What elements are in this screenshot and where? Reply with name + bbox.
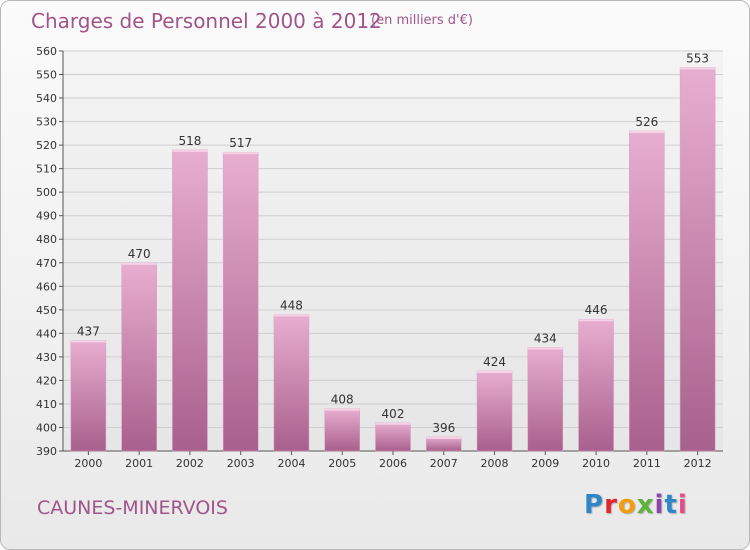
bar-2002 (172, 149, 208, 452)
y-tick-label: 410 (36, 398, 57, 411)
x-tick-label-2001: 2001 (125, 457, 153, 470)
bar-highlight-2005 (324, 408, 360, 411)
logo-letter: o (617, 490, 637, 520)
x-tick-label-2006: 2006 (379, 457, 407, 470)
y-tick-label: 490 (36, 210, 57, 223)
value-label-2002: 518 (178, 134, 201, 148)
bar-highlight-2012 (680, 67, 716, 70)
y-tick-label: 520 (36, 139, 57, 152)
bar-2009 (527, 347, 564, 452)
bar-2000 (70, 340, 107, 452)
town-name: CAUNES-MINERVOIS (37, 497, 228, 519)
value-label-2004: 448 (280, 299, 303, 313)
bar-layer (70, 67, 716, 452)
y-tick-label: 540 (36, 92, 57, 105)
bar-highlight-2011 (629, 131, 665, 133)
bar-2004 (273, 314, 310, 452)
value-label-2008: 424 (483, 355, 506, 369)
bar-highlight-2010 (578, 319, 614, 322)
y-tick-label: 550 (36, 69, 57, 82)
value-label-2003: 517 (229, 136, 252, 150)
bar-2005 (324, 408, 360, 452)
bar-2011 (629, 130, 665, 452)
bar-2006 (375, 422, 411, 452)
y-tick-label: 470 (36, 257, 57, 270)
proxiti-logo: Proxiti (584, 490, 688, 520)
x-tick-label-2007: 2007 (430, 457, 458, 470)
x-tick-label-2005: 2005 (328, 457, 356, 470)
y-tick-label: 440 (36, 327, 57, 340)
x-tick-label-2003: 2003 (227, 457, 255, 470)
y-tick-label: 450 (36, 304, 57, 317)
chart-title: Charges de Personnel 2000 à 2012 (31, 9, 382, 33)
bar-2008 (476, 370, 513, 452)
y-tick-label: 400 (36, 421, 57, 434)
x-tick-label-2000: 2000 (74, 457, 102, 470)
bar-2007 (426, 436, 462, 452)
logo-letter: i (677, 490, 688, 520)
value-label-2012: 553 (686, 51, 709, 65)
logo-letter: x (636, 490, 655, 520)
bar-highlight-2001 (121, 262, 157, 265)
y-tick-label: 510 (36, 163, 57, 176)
x-tick-label-2008: 2008 (481, 457, 509, 470)
bar-2010 (578, 318, 614, 452)
x-tick-label-2009: 2009 (531, 457, 559, 470)
value-label-2006: 402 (382, 407, 405, 421)
y-tick-label: 560 (36, 45, 57, 58)
bar-highlight-2003 (223, 152, 259, 155)
logo-letter: i (654, 490, 665, 520)
bar-highlight-2008 (477, 371, 513, 373)
bar-2003 (222, 151, 259, 452)
y-tick-label: 500 (36, 186, 57, 199)
y-tick-label: 430 (36, 351, 57, 364)
logo-letter: r (604, 490, 618, 520)
x-tick-label-2012: 2012 (684, 457, 712, 470)
bar-2001 (121, 262, 157, 452)
y-tick-label: 460 (36, 280, 57, 293)
value-label-2010: 446 (585, 303, 608, 317)
grid-layer (59, 50, 723, 455)
bar-highlight-2009 (527, 347, 563, 350)
value-label-2001: 470 (128, 247, 151, 261)
plot-background (63, 51, 723, 451)
y-tick-label: 390 (36, 445, 57, 458)
x-tick-label-2010: 2010 (582, 457, 610, 470)
label-layer: 390 400 410 420 430 440 450 460 470 480 490 500 510 5… (36, 45, 712, 470)
bar-highlight-2007 (426, 436, 462, 439)
x-tick-label-2002: 2002 (176, 457, 204, 470)
y-tick-label: 420 (36, 374, 57, 387)
bar-highlight-2006 (375, 422, 411, 425)
value-label-2000: 437 (77, 324, 100, 338)
y-tick-label: 480 (36, 233, 57, 246)
value-label-2005: 408 (331, 393, 354, 407)
logo-letter: P (584, 490, 605, 520)
chart-subtitle: (en milliers d'€) (371, 13, 473, 28)
value-label-2007: 396 (432, 421, 455, 435)
x-tick-label-2011: 2011 (633, 457, 661, 470)
logo-letter: t (664, 490, 678, 520)
bar-2012 (679, 67, 716, 452)
bar-highlight-2004 (273, 314, 309, 317)
value-label-2009: 434 (534, 331, 557, 345)
x-tick-label-2004: 2004 (277, 457, 305, 470)
bar-highlight-2000 (70, 340, 106, 343)
bar-highlight-2002 (172, 149, 208, 152)
value-label-2011: 526 (635, 115, 658, 129)
y-tick-label: 530 (36, 116, 57, 129)
